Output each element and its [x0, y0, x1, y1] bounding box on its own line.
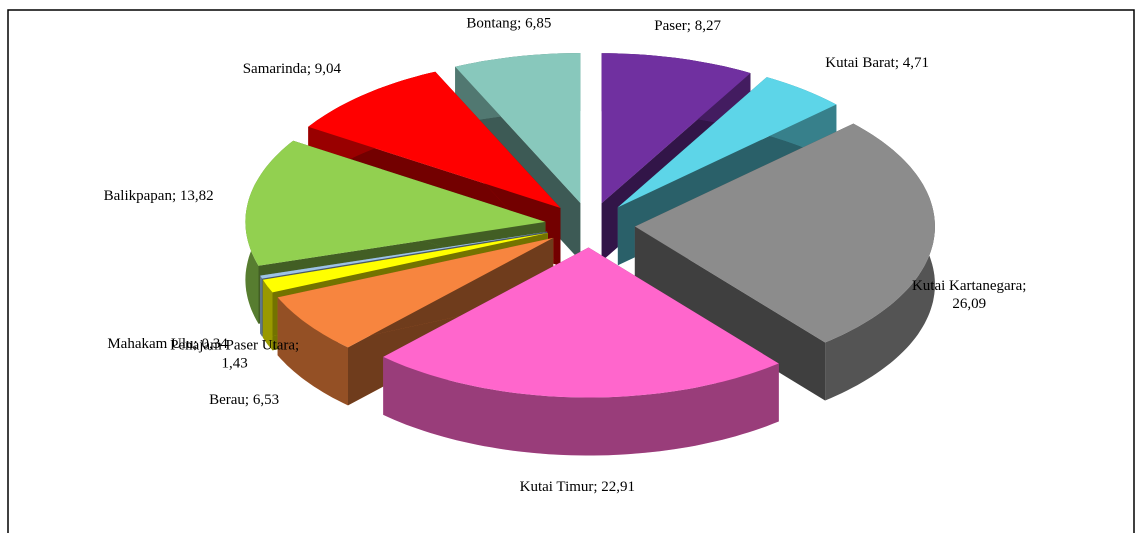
slice	[634, 123, 935, 401]
data-label-line: Kutai Kartanegara;	[912, 279, 1027, 295]
slice-top	[634, 123, 935, 343]
slice-top	[601, 53, 751, 204]
slice	[383, 247, 779, 456]
data-label-line: Bontang; 6,85	[466, 16, 551, 32]
slice-top	[455, 53, 581, 203]
data-label-line: Balikpapan; 13,82	[104, 188, 214, 204]
slice-top	[617, 77, 837, 208]
data-label-line: Paser; 8,27	[654, 18, 721, 34]
data-label: Berau; 6,53	[209, 392, 279, 408]
data-label: Penajam Paser Utara; 1,43	[170, 338, 299, 372]
data-label: Kutai Barat; 4,71	[825, 55, 929, 71]
slice-wall	[277, 297, 348, 406]
chart-frame	[7, 9, 1135, 533]
slice-wall	[260, 275, 263, 337]
data-label: Kutai Timur; 22,91	[520, 479, 635, 495]
data-label-line: Kutai Timur; 22,91	[520, 479, 635, 495]
data-label-line: Samarinda; 9,04	[243, 62, 342, 78]
slice-top	[383, 247, 779, 398]
data-label: Mahakam Ulu; 0,34	[107, 336, 228, 352]
data-label: Samarinda; 9,04	[243, 62, 342, 78]
data-label: Paser; 8,27	[654, 18, 721, 34]
slice-wall	[262, 279, 273, 351]
data-label-line: 26,09	[952, 297, 986, 313]
slice-top	[260, 231, 548, 279]
slice-top	[245, 140, 546, 266]
data-label-line: Berau; 6,53	[209, 392, 279, 408]
slice-top	[277, 237, 554, 348]
slice-wall	[383, 356, 779, 456]
data-label: Bontang; 6,85	[466, 16, 551, 32]
data-label-line: 1,43	[222, 356, 248, 372]
data-label-line: Mahakam Ulu; 0,34	[107, 336, 228, 352]
data-label: Balikpapan; 13,82	[104, 188, 214, 204]
data-label-line: Kutai Barat; 4,71	[825, 55, 929, 71]
data-label-line: Penajam Paser Utara;	[170, 338, 299, 354]
slice-shade	[383, 356, 779, 456]
slice-shade	[262, 279, 273, 351]
slice-shade	[634, 226, 826, 401]
slice-shade	[277, 297, 348, 406]
data-label: Kutai Kartanegara; 26,09	[912, 279, 1027, 313]
slice-top	[262, 233, 548, 293]
slice-top	[308, 71, 561, 208]
slice-shade	[260, 275, 263, 337]
